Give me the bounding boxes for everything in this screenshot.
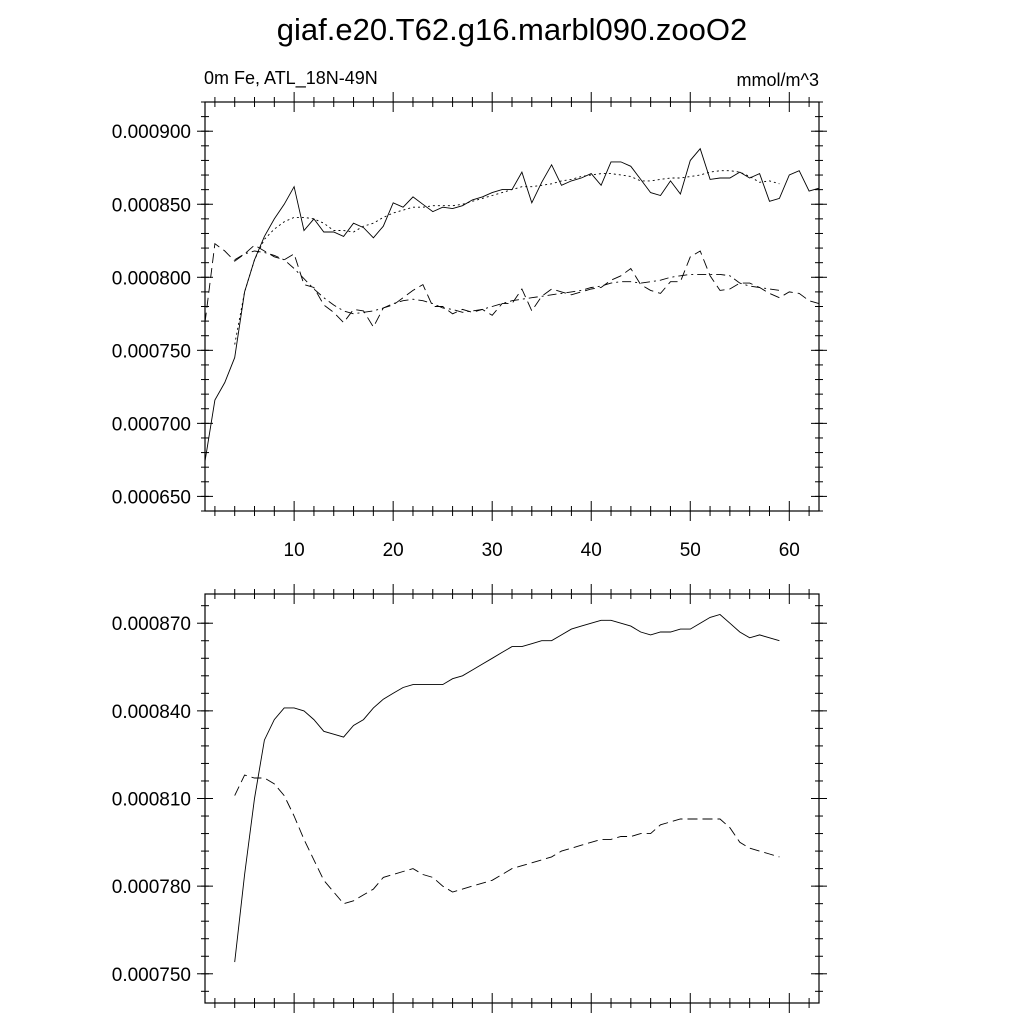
top-panel-left-label: 0m Fe, ATL_18N-49N	[204, 68, 378, 89]
top-x-tick-label: 60	[779, 540, 800, 561]
top-series-line-dotted	[234, 170, 780, 345]
top-y-tick-label: 0.000900	[112, 122, 191, 143]
bottom-y-tick-label: 0.000810	[112, 790, 191, 811]
chart-title: giaf.e20.T62.g16.marbl090.zooO2	[277, 12, 747, 47]
top-x-tick-label: 50	[680, 540, 701, 561]
bottom-series-line-dashed	[234, 774, 780, 905]
bottom-series-line-solid	[234, 613, 780, 963]
bottom-y-tick-label: 0.000780	[112, 877, 191, 898]
top-series-line-solid	[204, 147, 820, 462]
top-x-tick-label: 20	[383, 540, 404, 561]
top-y-tick-label: 0.000750	[112, 341, 191, 362]
top-x-tick-label: 10	[284, 540, 305, 561]
top-series-line-dash-dot	[234, 250, 780, 315]
bottom-panel-frame	[204, 593, 820, 1004]
bottom-y-tick-label: 0.000750	[112, 965, 191, 986]
top-series-line-dashed	[204, 242, 820, 328]
top-x-tick-label: 40	[581, 540, 602, 561]
top-panel: 0m Fe, ATL_18N-49N mmol/m^3 0.000650 0.00…	[112, 68, 827, 561]
top-panel-right-label: mmol/m^3	[737, 70, 819, 90]
top-panel-frame	[204, 101, 820, 512]
top-y-tick-label: 0.000700	[112, 414, 191, 435]
top-y-tick-label: 0.000850	[112, 195, 191, 216]
top-y-tick-label: 0.000800	[112, 268, 191, 289]
bottom-y-tick-label: 0.000840	[112, 702, 191, 723]
bottom-y-tick-label: 0.000870	[112, 614, 191, 635]
top-x-tick-label: 30	[482, 540, 503, 561]
bottom-panel: 0.000750 0.000780 0.000810 0.000840 0.000870	[112, 584, 827, 1013]
top-y-tick-label: 0.000650	[112, 487, 191, 508]
